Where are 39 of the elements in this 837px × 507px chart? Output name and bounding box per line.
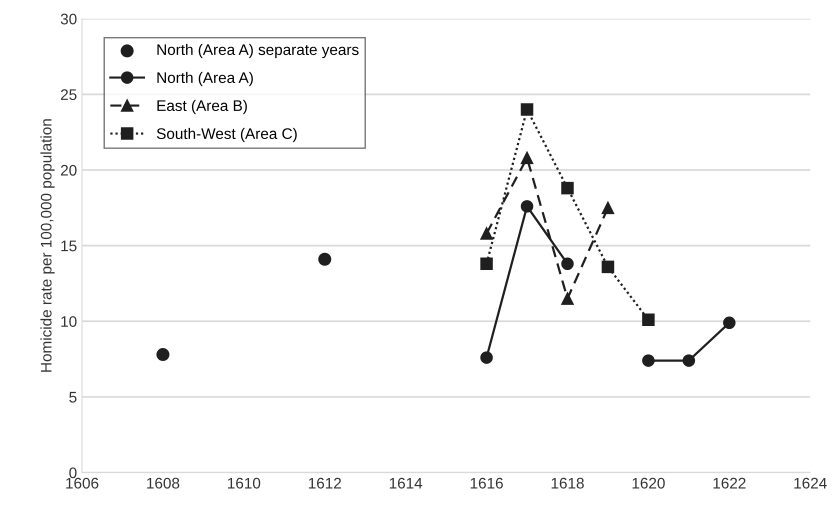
x-tick-label: 1614 [390,478,422,489]
point [682,354,696,367]
y-tick-label: 5 [69,392,77,403]
point [520,152,534,164]
point [480,227,493,240]
legend-label: North (Area A) [157,72,253,86]
point [602,260,614,274]
point [520,200,534,213]
point [602,202,614,214]
point [561,258,574,270]
point [723,316,736,330]
point [642,314,655,326]
x-tick-label: 1616 [470,478,503,489]
y-tick-label: 15 [61,240,77,252]
x-tick-label: 1622 [713,478,746,489]
point [480,258,493,270]
legend-label: North (Area A) separate years [157,44,359,58]
point [480,351,493,364]
y-axis-title: Homicide rate per 100,000 population [40,119,55,372]
point [318,252,332,266]
x-tick-label: 1606 [66,478,98,489]
point [561,292,574,305]
point [520,103,534,116]
x-tick-label: 1612 [308,478,341,489]
x-tick-label: 1620 [632,478,665,489]
y-tick-label: 0 [69,467,77,478]
y-tick-label: 25 [60,89,77,100]
legend-label: East (Area B) [157,100,247,114]
x-tick-label: 1624 [794,478,827,489]
y-tick-label: 30 [60,14,77,24]
legend-label: South-West (Area C) [156,128,297,142]
point [561,182,574,194]
y-tick-label: 20 [60,164,77,176]
x-tick-label: 1610 [228,478,260,489]
x-tick-label: 1608 [147,478,180,489]
y-tick-label: 10 [61,316,77,327]
x-tick-label: 1618 [552,478,584,489]
point [642,354,655,367]
point [156,348,170,362]
